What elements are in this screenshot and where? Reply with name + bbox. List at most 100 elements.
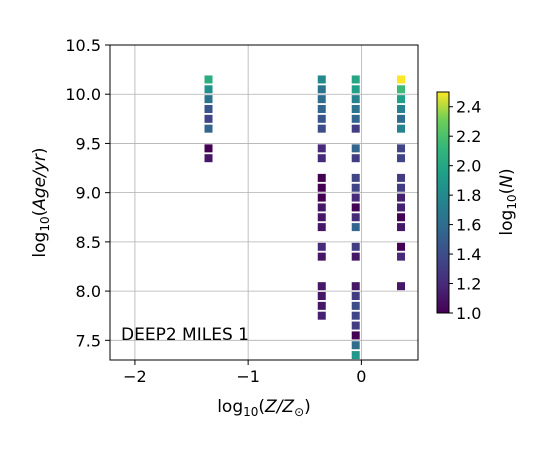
colorbar-tick-label: 1.6 <box>456 216 481 235</box>
heatmap-cell <box>317 203 326 212</box>
grid-lines <box>110 44 418 360</box>
heatmap-cell <box>317 301 326 310</box>
colorbar-tick-label: 2.2 <box>456 127 481 146</box>
heatmap-cell <box>351 95 360 104</box>
colorbar-ticks: 1.0 1.2 1.4 1.6 1.8 2.0 2.2 2.4 <box>449 98 481 323</box>
x-axis-label: log10(Z/Z⊙) <box>217 397 311 419</box>
x-axis-label-pre: log <box>217 397 243 417</box>
colorbar-label-var: N <box>497 175 517 188</box>
heatmap-cell <box>397 95 406 104</box>
heatmap-cell <box>351 223 360 232</box>
heatmap-cell <box>351 351 360 360</box>
heatmap-cell <box>317 213 326 222</box>
heatmap-cell <box>397 183 406 192</box>
colorbar-tick-label: 1.4 <box>456 245 481 264</box>
y-axis-label-close: ) <box>30 147 50 154</box>
heatmap-cell <box>351 301 360 310</box>
heatmap-cell <box>317 252 326 261</box>
heatmap-cell <box>351 282 360 291</box>
heatmap-cell <box>397 252 406 261</box>
y-axis-label-var: Age/yr <box>30 153 50 211</box>
heatmap-cell <box>204 114 213 123</box>
heatmap-cell <box>397 173 406 182</box>
heatmap-cell <box>397 223 406 232</box>
heatmap-cell <box>351 311 360 320</box>
colorbar-tick-label: 2.0 <box>456 157 481 176</box>
heatmap-cell <box>397 282 406 291</box>
heatmap-cell <box>351 104 360 113</box>
heatmap-cell <box>317 154 326 163</box>
x-axis-label-sub: 10 <box>243 405 258 419</box>
heatmap-cell <box>204 154 213 163</box>
heatmap-cell <box>317 114 326 123</box>
heatmap-cell <box>351 292 360 301</box>
heatmap-cells <box>204 75 406 360</box>
y-tick-label: 8.5 <box>76 233 101 252</box>
colorbar-label-sub: 10 <box>505 194 519 209</box>
heatmap-cell <box>351 193 360 202</box>
heatmap-cell <box>351 341 360 350</box>
heatmap-cell <box>351 173 360 182</box>
heatmap-cell <box>351 203 360 212</box>
heatmap-cell <box>317 85 326 94</box>
heatmap-cell <box>204 95 213 104</box>
heatmap-cell <box>397 154 406 163</box>
heatmap-cell <box>397 203 406 212</box>
colorbar-tick-label: 1.0 <box>456 304 481 323</box>
heatmap-cell <box>204 144 213 153</box>
heatmap-cell <box>204 104 213 113</box>
heatmap-cell <box>317 104 326 113</box>
heatmap-cell <box>317 95 326 104</box>
y-tick-label: 10.5 <box>65 36 101 55</box>
heatmap-cell <box>351 85 360 94</box>
x-axis-label-close: ) <box>304 397 311 417</box>
colorbar-label-open: ( <box>497 188 517 195</box>
heatmap-cell <box>351 213 360 222</box>
heatmap-cell <box>351 183 360 192</box>
heatmap-cell <box>397 114 406 123</box>
y-axis-label: log10(Age/yr) <box>30 147 52 257</box>
colorbar <box>436 91 450 314</box>
heatmap-cell <box>397 75 406 84</box>
y-axis-label-open: ( <box>30 210 50 217</box>
heatmap-cell <box>397 104 406 113</box>
plot-frame <box>109 44 419 361</box>
y-tick-label: 9.0 <box>76 184 101 203</box>
heatmap-cell <box>317 282 326 291</box>
heatmap-cell <box>317 124 326 133</box>
heatmap-cell <box>351 321 360 330</box>
heatmap-cell <box>204 85 213 94</box>
heatmap-cell <box>351 124 360 133</box>
heatmap-cell <box>351 144 360 153</box>
heatmap-cell <box>317 183 326 192</box>
heatmap-cell <box>351 252 360 261</box>
heatmap-cell <box>317 173 326 182</box>
x-axis-label-open: ( <box>258 397 265 417</box>
colorbar-tick-label: 1.2 <box>456 275 481 294</box>
heatmap-cell <box>351 75 360 84</box>
y-tick-label: 10.0 <box>65 85 101 104</box>
heatmap-cell <box>397 242 406 251</box>
heatmap-cell <box>397 193 406 202</box>
heatmap-cell <box>351 242 360 251</box>
heatmap-cell <box>317 242 326 251</box>
x-tick-label: −2 <box>123 367 147 386</box>
heatmap-cell <box>317 223 326 232</box>
heatmap-cell <box>397 144 406 153</box>
heatmap-cell <box>351 114 360 123</box>
heatmap-cell <box>397 124 406 133</box>
y-axis-label-sub: 10 <box>38 216 52 231</box>
heatmap-cell <box>397 213 406 222</box>
heatmap-cell <box>317 75 326 84</box>
heatmap-cell <box>204 124 213 133</box>
heatmap-cell <box>317 193 326 202</box>
colorbar-label: log10(N) <box>497 168 519 235</box>
chart-annotation: DEEP2 MILES 1 <box>121 325 249 345</box>
axis-ticks: −2 −1 0 7.5 8.0 8.5 9.0 9.5 10.0 10.5 <box>65 36 366 386</box>
colorbar-label-close: ) <box>497 168 517 175</box>
y-tick-label: 9.5 <box>76 134 101 153</box>
heatmap-cell <box>351 331 360 340</box>
colorbar-label-pre: log <box>497 210 517 236</box>
y-tick-label: 7.5 <box>76 331 101 350</box>
